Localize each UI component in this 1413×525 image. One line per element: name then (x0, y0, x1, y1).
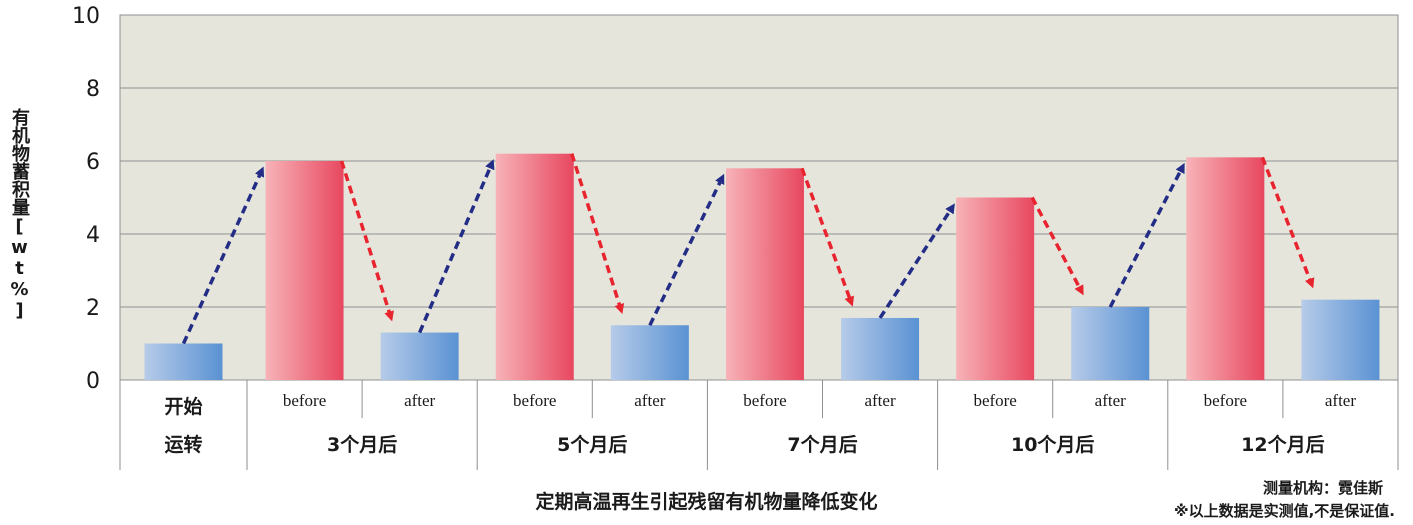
arrow-up (648, 173, 725, 327)
source-note: 测量机构：霓佳斯 (1262, 479, 1383, 497)
y-tick-label: 8 (86, 77, 100, 102)
y-tick-labels: 0 2 4 6 8 10 (72, 4, 100, 394)
arrow-down (1260, 156, 1315, 289)
arrows (181, 153, 1315, 345)
arrow-down (339, 160, 394, 322)
category-label: before (973, 391, 1016, 410)
y-tick-label: 4 (86, 223, 100, 248)
bar-before (265, 161, 344, 380)
bar-before (1186, 157, 1265, 380)
bar-before (956, 197, 1035, 380)
y-tick-label: 6 (86, 150, 100, 175)
bar-after (1301, 299, 1380, 380)
arrow-up (418, 159, 495, 334)
group-label: 7个月后 (787, 434, 857, 456)
category-label: after (404, 391, 435, 410)
group-label: 12个月后 (1241, 434, 1324, 456)
category-label: after (1325, 391, 1356, 410)
group-label: 3个月后 (327, 434, 397, 456)
arrow-up (878, 203, 955, 319)
category-label: before (513, 391, 556, 410)
bar-before (495, 153, 574, 380)
group-label: 5个月后 (557, 434, 627, 456)
category-label: after (634, 391, 665, 410)
y-axis-label: 有机物蓄积量[wt%] (9, 108, 30, 321)
bar-after (610, 325, 689, 380)
category-label: after (864, 391, 895, 410)
y-tick-label: 2 (86, 296, 100, 321)
arrow-down (800, 167, 855, 307)
category-label-start: 开始 (164, 395, 202, 418)
bar-after (841, 317, 920, 380)
category-label: after (1095, 391, 1126, 410)
y-tick-label: 10 (72, 4, 100, 29)
y-tick-label: 0 (86, 369, 100, 394)
category-label: before (283, 391, 326, 410)
bar-after (380, 332, 459, 380)
bars (144, 153, 1380, 380)
category-label-start: 运转 (164, 433, 202, 456)
disclaimer-note: ※以上数据是实测值,不是保证值. (1174, 502, 1395, 520)
bar-after (1071, 307, 1150, 380)
arrow-up (1108, 162, 1185, 308)
group-label: 10个月后 (1011, 434, 1094, 456)
category-label: before (743, 391, 786, 410)
arrow-down (1030, 196, 1084, 296)
arrow-down (570, 153, 625, 315)
bar-after (144, 343, 223, 380)
arrow-up (181, 166, 265, 345)
bar-before (725, 168, 804, 380)
category-label: before (1204, 391, 1247, 410)
x-axis-title: 定期高温再生引起残留有机物量降低变化 (535, 491, 878, 513)
